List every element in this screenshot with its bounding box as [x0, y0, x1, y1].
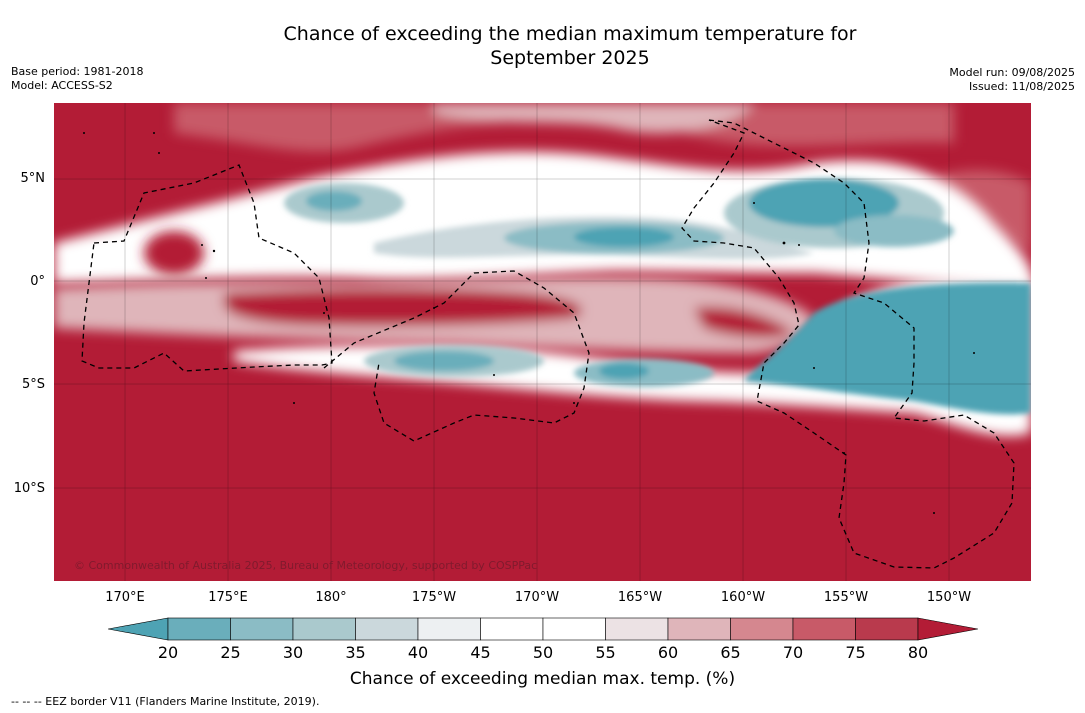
colorbar-tick-label: 60 [657, 643, 679, 662]
base-period: Base period: 1981-2018 [11, 65, 144, 78]
colorbar-tick-label: 65 [720, 643, 741, 662]
lat-label-5s: 5°S [21, 377, 45, 392]
eez-borders [81, 119, 1015, 569]
colorbar-segment [292, 617, 356, 641]
colorbar-segment [542, 617, 606, 641]
colorbar-tick-label: 20 [157, 643, 179, 662]
colorbar-segment [792, 617, 856, 641]
eez-footnote: -- -- -- EEZ border V11 (Flanders Marine… [11, 695, 320, 708]
colorbar-segment [230, 617, 294, 641]
colorbar-segment [605, 617, 669, 641]
colorbar-tick-label: 55 [595, 643, 616, 662]
colorbar-tick-label: 70 [782, 643, 804, 662]
colorbar-extend-high [917, 617, 978, 641]
colorbar-segment [355, 617, 419, 641]
colorbar-tick-label: 35 [345, 643, 366, 662]
lon-label-170e: 170°E [105, 590, 145, 605]
title-line-1: Chance of exceeding the median maximum t… [283, 23, 857, 45]
colorbar-tick-label: 45 [470, 643, 491, 662]
copyright-watermark: © Commonwealth of Australia 2025, Bureau… [74, 559, 537, 572]
probability-map: © Commonwealth of Australia 2025, Bureau… [54, 103, 1031, 581]
colorbar-segment [417, 617, 481, 641]
lat-label-0: 0° [30, 274, 45, 289]
colorbar-segment [667, 617, 731, 641]
lon-label-170w: 170°W [514, 590, 560, 605]
colorbar-segment [855, 617, 919, 641]
title-line-2: September 2025 [490, 47, 650, 69]
model-run: Model run: 09/08/2025 [949, 66, 1075, 79]
islands [83, 132, 975, 514]
lon-label-155w: 155°W [823, 590, 869, 605]
northern-cool-pockets [284, 178, 954, 259]
lon-label-175w: 175°W [411, 590, 457, 605]
colorbar-extend-low [108, 617, 169, 641]
lon-label-180: 180° [315, 590, 347, 605]
graticule [54, 103, 1031, 581]
colorbar-tick-label: 50 [532, 643, 554, 662]
colorbar-label: Chance of exceeding median max. temp. (%… [349, 669, 736, 689]
lon-label-160w: 160°W [720, 590, 766, 605]
colorbar-tick-label: 30 [282, 643, 304, 662]
issued-date: Issued: 11/08/2025 [968, 80, 1075, 93]
lon-label-165w: 165°W [617, 590, 663, 605]
colorbar-tick-label: 25 [220, 643, 241, 662]
lat-label-10s: 10°S [13, 481, 45, 496]
colorbar-tick-label: 80 [907, 643, 929, 662]
equatorial-warm-band [54, 231, 814, 353]
colorbar-segment [167, 617, 231, 641]
southern-neutral-band [234, 276, 1031, 436]
meta-right: Model run: 09/08/2025 Issued: 11/08/2025 [949, 66, 1075, 94]
lon-label-175e: 175°E [208, 590, 248, 605]
colorbar [108, 617, 978, 641]
meta-left: Base period: 1981-2018 Model: ACCESS-S2 [11, 65, 143, 93]
colorbar-segment [730, 617, 794, 641]
southern-cool-pockets [364, 282, 1031, 415]
colorbar-tick-label: 75 [845, 643, 866, 662]
colorbar-segment [480, 617, 544, 641]
lon-label-150w: 150°W [926, 590, 972, 605]
colorbar-tick-label: 40 [407, 643, 429, 662]
map-title: Chance of exceeding the median maximum t… [0, 22, 1085, 70]
colorbar-segments [108, 617, 978, 641]
model-name: Model: ACCESS-S2 [11, 79, 113, 92]
lat-label-5n: 5°N [20, 171, 46, 186]
